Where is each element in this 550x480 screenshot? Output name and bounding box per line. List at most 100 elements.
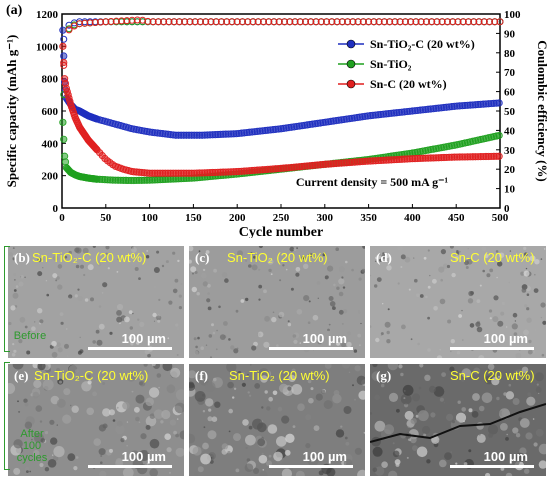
x-tick-label: 100 — [141, 212, 158, 224]
ce-point-sn-c — [438, 18, 446, 26]
ce-point-sn-c — [76, 20, 84, 28]
ce-point-sn-c — [223, 18, 231, 26]
x-tick-label: 350 — [360, 212, 377, 224]
ce-point-sn-c — [344, 18, 352, 26]
sem-sample-name: Sn-C (20 wt%) — [450, 368, 535, 383]
ce-point-sn-c — [217, 18, 225, 26]
ce-point-sn-c — [86, 19, 94, 27]
x-tick-label: 500 — [492, 212, 509, 224]
ce-point-sn-c — [133, 16, 141, 24]
ce-point-sn-c — [81, 19, 89, 27]
ce-point-sn-c — [154, 18, 162, 26]
ce-point-sn-c — [365, 18, 373, 26]
scale-bar-label: 100 µm — [121, 449, 166, 464]
ce-point-sn-c — [160, 18, 168, 26]
sem-texture — [189, 246, 365, 358]
sem-texture — [370, 364, 546, 476]
ce-point-sn-c — [139, 16, 147, 24]
ce-point-sn-c — [228, 18, 236, 26]
y-right-axis-label: Coulombic efficiency (%) — [535, 40, 550, 182]
ce-point-sn-c — [91, 19, 99, 27]
ce-point-sn-c — [317, 18, 325, 26]
sem-panel: (b) Sn-TiO₂-C (20 wt%) 100 µm — [8, 246, 184, 358]
scale-bar — [269, 465, 353, 468]
y-right-tick-label: 40 — [504, 125, 516, 137]
ce-point-sn-c — [270, 18, 278, 26]
y-right-tick-label: 10 — [504, 184, 516, 196]
ce-point-sn-c — [302, 18, 310, 26]
ce-point-sn-c — [165, 18, 173, 26]
ce-point-sn-c — [464, 18, 472, 26]
ce-point-sn-c — [275, 18, 283, 26]
scale-bar-label: 100 µm — [302, 449, 347, 464]
ce-point-sn-c — [349, 18, 357, 26]
sem-panel-label: (e) — [14, 368, 29, 383]
sem-panel-label: (c) — [195, 250, 210, 265]
ce-point-sn-c — [338, 18, 346, 26]
y-right-tick-label: 70 — [504, 67, 516, 79]
ce-point-sn-c — [123, 17, 131, 25]
capacity-point-sn-c — [59, 42, 67, 50]
x-tick-label: 400 — [404, 212, 421, 224]
ce-point-sn-tio2-c — [70, 19, 78, 27]
ce-point-sn-c — [186, 18, 194, 26]
y-left-tick-label: 1200 — [36, 9, 59, 21]
y-right-tick-label: 80 — [504, 48, 516, 60]
scale-bar — [88, 347, 172, 350]
sem-texture — [370, 246, 546, 358]
ce-point-sn-c — [254, 18, 262, 26]
x-tick-label: 200 — [229, 212, 246, 224]
ce-point-sn-c — [238, 18, 246, 26]
ce-point-sn-c — [144, 17, 152, 25]
legend-label: Sn-C (20 wt%) — [370, 77, 447, 91]
ce-point-sn-c — [118, 17, 126, 25]
x-tick-label: 0 — [59, 212, 65, 224]
scale-bar — [450, 465, 534, 468]
ce-point-sn-c — [281, 18, 289, 26]
capacity-point-sn-tio2-c — [60, 52, 68, 60]
ce-point-sn-c — [449, 18, 457, 26]
y-left-tick-label: 600 — [42, 106, 59, 118]
y-right-tick-label: 60 — [504, 87, 516, 99]
ce-point-sn-c — [249, 18, 257, 26]
row-bracket-before — [4, 246, 10, 352]
sem-sample-name: Sn-TiO₂-C (20 wt%) — [34, 368, 149, 383]
ce-point-sn-c — [491, 18, 499, 26]
row-label-after: After 100 cycles — [16, 428, 48, 464]
sem-panel: (e) Sn-TiO₂-C (20 wt%) 100 µm — [8, 364, 184, 476]
x-axis-label: Cycle number — [239, 225, 323, 238]
sem-sample-name: Sn-TiO₂ (20 wt%) — [229, 368, 330, 383]
capacity-point-sn-tio2-c — [59, 26, 67, 34]
ce-point-sn-c — [191, 18, 199, 26]
ce-point-sn-c — [359, 18, 367, 26]
y-right-tick-label: 20 — [504, 164, 516, 176]
ce-point-sn-c — [454, 18, 462, 26]
legend-marker — [346, 39, 356, 49]
x-tick-label: 450 — [448, 212, 465, 224]
ce-point-sn-c — [170, 18, 178, 26]
y-left-axis-label: Specific capacity (mAh g⁻¹) — [4, 35, 19, 188]
ce-point-sn-c — [244, 18, 252, 26]
ce-point-sn-c — [207, 18, 215, 26]
ce-point-sn-c — [149, 18, 157, 26]
ce-point-sn-c — [386, 18, 394, 26]
ce-point-sn-c — [296, 18, 304, 26]
ce-point-sn-c — [312, 18, 320, 26]
sem-panel: (d) Sn-C (20 wt%) 100 µm — [370, 246, 546, 358]
ce-point-sn-c — [196, 18, 204, 26]
ce-point-sn-c — [323, 18, 331, 26]
current-density-annotation: Current density = 500 mA g⁻¹ — [296, 175, 449, 189]
ce-point-sn-c — [102, 18, 110, 26]
capacity-point-sn-tio2 — [495, 131, 503, 140]
ce-point-sn-c — [475, 18, 483, 26]
ce-point-sn-c — [175, 18, 183, 26]
ce-point-sn-c — [212, 18, 220, 26]
legend-label: Sn-TiO₂ — [370, 57, 412, 71]
y-left-tick-label: 400 — [42, 138, 59, 150]
scale-bar — [88, 465, 172, 468]
ce-point-sn-c — [259, 18, 267, 26]
ce-point-sn-c — [354, 18, 362, 26]
capacity-point-sn-tio2-c — [495, 99, 503, 107]
capacity-point-sn-c — [60, 58, 68, 67]
ce-point-sn-c — [233, 18, 241, 26]
